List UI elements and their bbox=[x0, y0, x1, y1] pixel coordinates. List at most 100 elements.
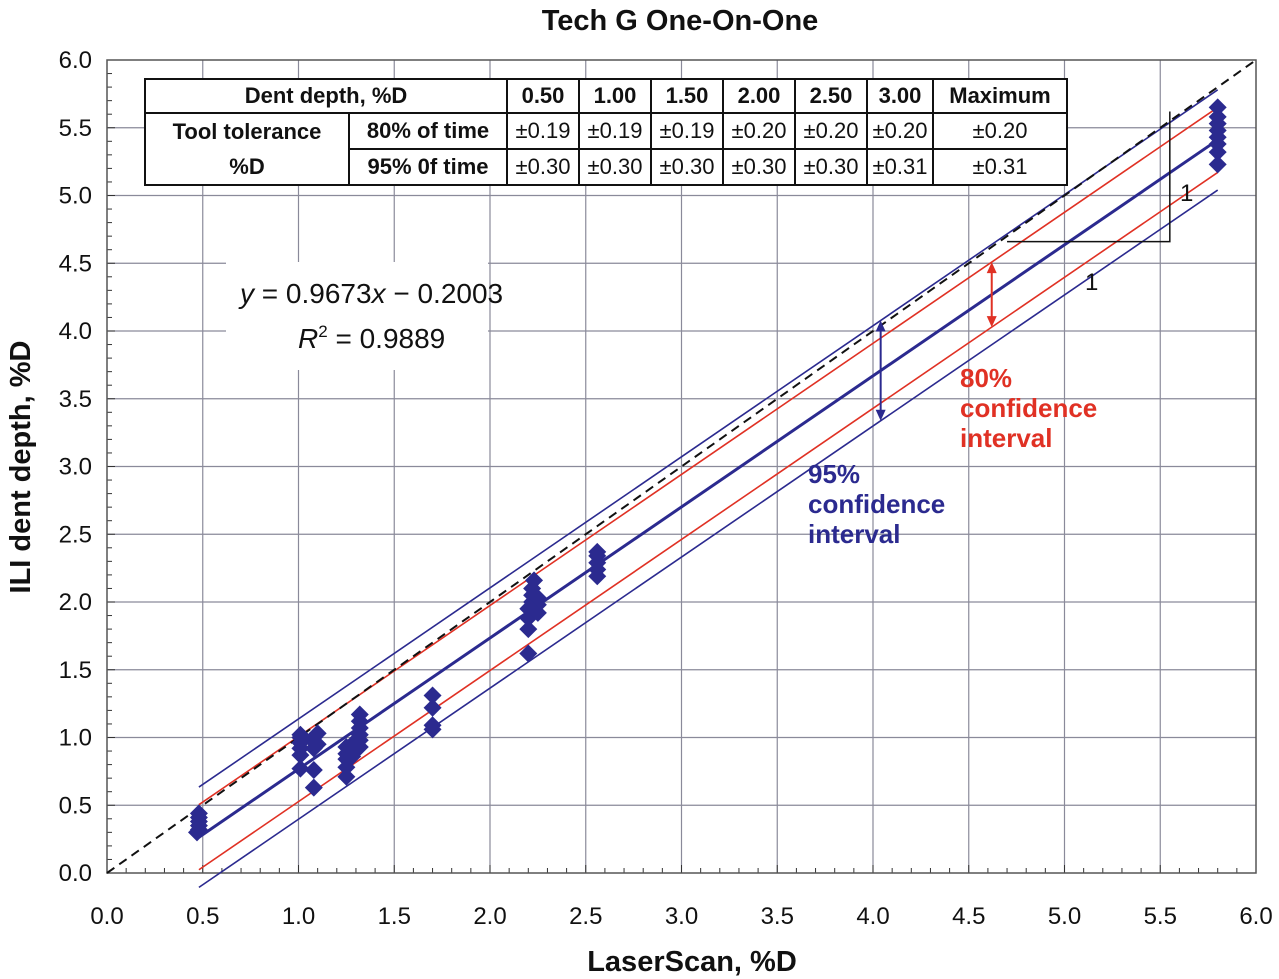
x-tick-label: 2.0 bbox=[473, 903, 506, 930]
x-tick-label: 5.5 bbox=[1144, 903, 1177, 930]
r-squared: R2 = 0.9889 bbox=[298, 322, 445, 354]
regression-line bbox=[198, 138, 1219, 839]
slope-triangle bbox=[1007, 111, 1171, 243]
equation-rhs: = 0.9673 bbox=[254, 278, 372, 309]
data-point bbox=[308, 735, 327, 754]
data-point bbox=[304, 778, 323, 797]
slope-run-label: 1 bbox=[1085, 269, 1098, 296]
y-tick-label: 3.0 bbox=[59, 454, 92, 481]
data-point bbox=[1208, 155, 1227, 174]
ci80-label: 80% confidence interval bbox=[960, 363, 1097, 453]
table-cell: ±0.30 bbox=[722, 148, 796, 186]
ci95-arrow bbox=[875, 320, 886, 421]
ci80-lower-line bbox=[198, 171, 1219, 871]
ci80-arrow bbox=[986, 262, 997, 328]
ci95-arrow-head-top bbox=[875, 320, 886, 332]
y-tick-label: 0.0 bbox=[59, 860, 92, 887]
x-tick-labels: 0.0 0.5 1.0 1.5 2.0 2.5 3.0 3.5 4.0 4.5 5.0 5.5 6.0 bbox=[90, 903, 1272, 930]
data-point bbox=[528, 588, 547, 607]
equation-y: y bbox=[238, 278, 256, 309]
data-point bbox=[588, 542, 607, 561]
ci80-label-line3: interval bbox=[960, 423, 1053, 453]
data-point bbox=[188, 823, 207, 842]
identity-line bbox=[106, 59, 1257, 874]
x-tick-label: 4.5 bbox=[952, 903, 985, 930]
table-cell: ±0.31 bbox=[866, 148, 934, 186]
data-point bbox=[1208, 98, 1227, 117]
y-tick-label: 5.5 bbox=[59, 115, 92, 142]
x-tick-label: 1.0 bbox=[282, 903, 315, 930]
column-header: 2.50 bbox=[794, 78, 868, 114]
x-tick-label: 6.0 bbox=[1239, 903, 1272, 930]
r-squared-sup: 2 bbox=[318, 322, 327, 341]
row-label: 95% 0f time bbox=[348, 148, 508, 186]
y-tick-label: 1.5 bbox=[59, 657, 92, 684]
table-cell: ±0.30 bbox=[650, 148, 724, 186]
table-row: Tool tolerance %D 80% of time ±0.19 ±0.1… bbox=[144, 112, 1068, 186]
fit-lines bbox=[106, 59, 1257, 889]
equation-box bbox=[226, 262, 488, 370]
equation-tail: − 0.2003 bbox=[386, 278, 504, 309]
table-cell: ±0.30 bbox=[506, 148, 580, 186]
table-cell: ±0.20 bbox=[722, 112, 796, 150]
data-point bbox=[519, 644, 538, 663]
ci80-arrow-head-top bbox=[986, 262, 997, 274]
chart-title: Tech G One-On-One bbox=[542, 5, 819, 37]
x-tick-label: 3.0 bbox=[665, 903, 698, 930]
y-tick-label: 4.5 bbox=[59, 250, 92, 277]
column-header: 1.00 bbox=[578, 78, 652, 114]
table-cell: ±0.20 bbox=[794, 112, 868, 150]
data-points bbox=[188, 98, 1227, 842]
ci80-label-line2: confidence bbox=[960, 393, 1097, 423]
table-cell: ±0.19 bbox=[578, 112, 652, 150]
y-tick-label: 2.0 bbox=[59, 589, 92, 616]
column-header: Maximum bbox=[932, 78, 1068, 114]
dent-depth-header: Dent depth, %D bbox=[144, 78, 508, 114]
data-point bbox=[350, 705, 369, 724]
data-point bbox=[423, 716, 442, 735]
slope-rise-label: 1 bbox=[1180, 180, 1193, 207]
r-squared-value: = 0.9889 bbox=[328, 323, 446, 354]
x-axis-title: LaserScan, %D bbox=[587, 946, 797, 978]
ci95-label-line3: interval bbox=[808, 519, 901, 549]
ci95-upper-line bbox=[198, 89, 1219, 788]
ci95-label-line2: confidence bbox=[808, 489, 945, 519]
ci95-lower-line bbox=[198, 189, 1219, 889]
minor-ticks bbox=[106, 59, 1257, 874]
tool-tolerance-line1: Tool tolerance bbox=[172, 119, 322, 144]
data-point bbox=[525, 571, 544, 590]
tool-tolerance-line2: %D bbox=[229, 154, 265, 179]
row-label: 80% of time bbox=[348, 112, 508, 150]
column-header: 2.00 bbox=[722, 78, 796, 114]
ci80-label-line1: 80% bbox=[960, 363, 1012, 393]
tool-tolerance-label: Tool tolerance %D bbox=[144, 112, 350, 186]
data-point bbox=[1208, 107, 1227, 126]
table-cell: ±0.20 bbox=[866, 112, 934, 150]
regression-equation: y = 0.9673x − 0.2003 bbox=[238, 278, 503, 309]
x-tick-label: 3.5 bbox=[761, 903, 794, 930]
r-squared-label: R bbox=[298, 323, 318, 354]
y-tick-label: 3.5 bbox=[59, 386, 92, 413]
data-point bbox=[291, 759, 310, 778]
x-tick-label: 4.0 bbox=[856, 903, 889, 930]
y-tick-label: 2.5 bbox=[59, 521, 92, 548]
x-tick-label: 2.5 bbox=[569, 903, 602, 930]
ci95-arrow-head-bottom bbox=[875, 409, 886, 421]
table-cell: ±0.19 bbox=[650, 112, 724, 150]
table-cell: ±0.19 bbox=[506, 112, 580, 150]
table-row: 95% 0f time ±0.30 ±0.30 ±0.30 ±0.30 ±0.3… bbox=[145, 148, 1068, 186]
y-tick-label: 4.0 bbox=[59, 318, 92, 345]
table-header-row: Dent depth, %D 0.50 1.00 1.50 2.00 2.50 … bbox=[144, 78, 1068, 114]
column-header: 3.00 bbox=[866, 78, 934, 114]
data-point bbox=[304, 761, 323, 780]
plot-frame bbox=[106, 59, 1257, 874]
annotations bbox=[875, 111, 1171, 421]
table-cell: ±0.30 bbox=[578, 148, 652, 186]
table-cell: ±0.20 bbox=[932, 112, 1068, 150]
y-tick-labels: 0.0 0.5 1.0 1.5 2.0 2.5 3.0 3.5 4.0 4.5 5.0 5.5 6.0 bbox=[59, 47, 92, 887]
data-point bbox=[423, 698, 442, 717]
data-point bbox=[291, 725, 310, 744]
table-cell: ±0.31 bbox=[932, 148, 1068, 186]
ci95-label: 95% confidence interval bbox=[808, 459, 945, 549]
